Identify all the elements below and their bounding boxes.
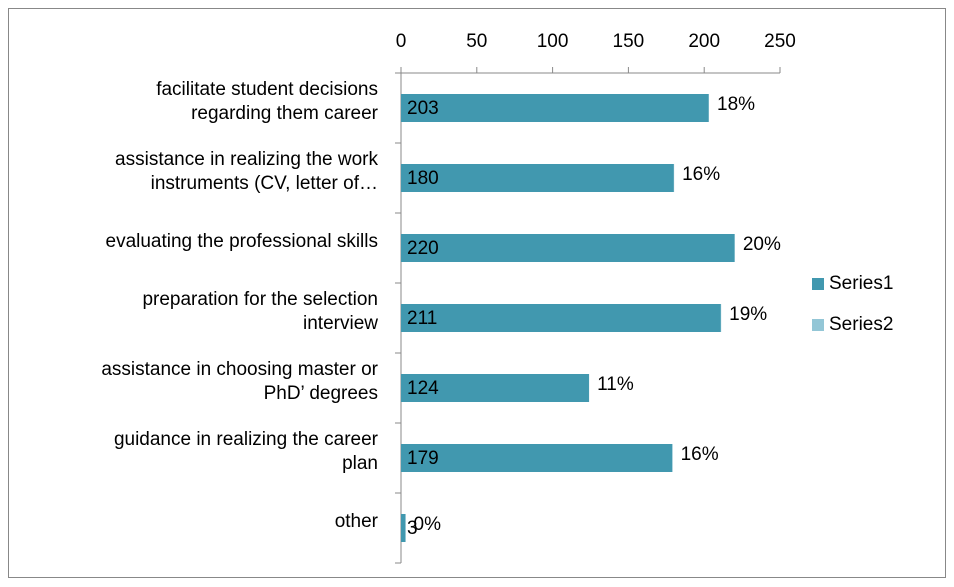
bar — [401, 94, 709, 122]
bar — [401, 304, 721, 332]
legend-swatch — [812, 278, 824, 290]
bar — [401, 514, 406, 542]
value-label: 124 — [407, 378, 439, 399]
legend-label: Series2 — [829, 314, 893, 335]
x-tick-label: 250 — [764, 31, 796, 52]
bar — [401, 374, 589, 402]
value-label: 0% — [414, 514, 442, 535]
x-tick-label: 100 — [537, 31, 569, 52]
y-tick-label: preparation for the selection interview — [142, 289, 378, 334]
value-label: 20% — [743, 234, 781, 255]
value-label: 18% — [717, 94, 755, 115]
y-tick-label: assistance in realizing the work instrum… — [115, 149, 378, 194]
y-tick-label: guidance in realizing the career plan — [113, 429, 378, 474]
y-tick-label: other — [334, 511, 378, 532]
y-tick-label: assistance in choosing master or PhD’ de… — [101, 359, 378, 404]
value-label: 11% — [597, 374, 634, 395]
value-label: 211 — [407, 308, 437, 329]
value-label: 16% — [682, 164, 720, 185]
y-tick-label: facilitate student decisions regarding t… — [156, 79, 378, 124]
bar — [401, 234, 735, 262]
x-tick-label: 50 — [466, 31, 487, 52]
x-tick-label: 200 — [688, 31, 720, 52]
legend-swatch — [812, 319, 824, 331]
value-label: 220 — [407, 238, 439, 259]
value-label: 19% — [729, 304, 767, 325]
y-tick-label: evaluating the professional skills — [105, 231, 379, 252]
value-label: 16% — [681, 444, 719, 465]
legend-label: Series1 — [829, 273, 893, 294]
value-label: 3 — [407, 518, 418, 539]
x-tick-label: 0 — [396, 31, 407, 52]
value-label: 203 — [407, 98, 439, 119]
bar — [401, 164, 674, 192]
value-label: 179 — [407, 448, 439, 469]
bar — [401, 444, 673, 472]
x-tick-label: 150 — [613, 31, 645, 52]
value-label: 180 — [407, 168, 439, 189]
chart-border — [8, 8, 946, 578]
